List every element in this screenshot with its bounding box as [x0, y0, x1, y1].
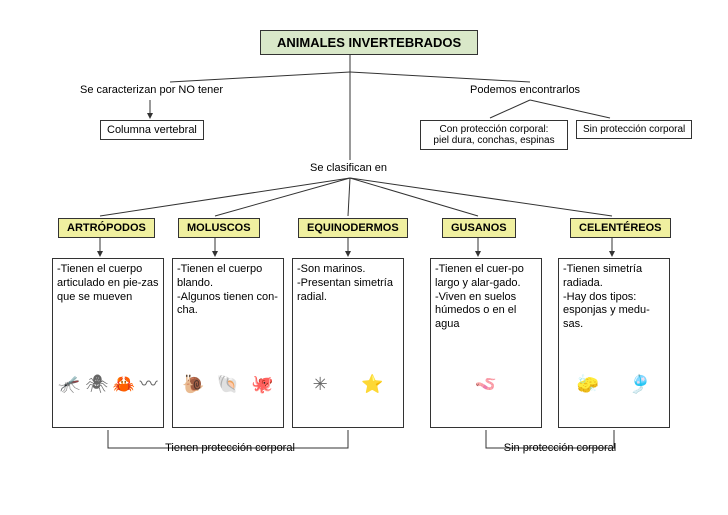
detail-text: -Tienen el cuer-po largo y alar-gado. -V… [435, 263, 537, 341]
icon-row: ✳ ⭐ [297, 341, 399, 427]
detail-text: -Tienen el cuerpo blando. -Algunos tiene… [177, 263, 279, 341]
category-moluscos: MOLUSCOS [178, 218, 260, 238]
detail-celentereos: -Tienen simetría radiada. -Hay dos tipos… [558, 258, 670, 428]
detail-gusanos: -Tienen el cuer-po largo y alar-gado. -V… [430, 258, 542, 428]
spider-icon: 🕷 [85, 373, 108, 396]
icon-row: 🪱 [435, 341, 537, 427]
snail-icon: 🐌 [182, 373, 204, 396]
category-celentereos: CELENTÉREOS [570, 218, 671, 238]
con-proteccion-box: Con protección corporal: piel dura, conc… [420, 120, 568, 150]
detail-text: -Son marinos. -Presentan simetría radial… [297, 263, 399, 341]
category-equinodermos: EQUINODERMOS [298, 218, 408, 238]
branch-left-label: Se caracterizan por NO tener [80, 84, 223, 96]
sin-proteccion-box: Sin protección corporal [576, 120, 692, 139]
detail-text: -Tienen simetría radiada. -Hay dos tipos… [563, 263, 665, 341]
mosquito-icon: 🦟 [58, 373, 80, 396]
icon-row: 🧽 🎐 [563, 341, 665, 427]
mussel-icon: 🐚 [217, 373, 239, 396]
se-clasifican-label: Se clasifican en [310, 162, 387, 174]
jellyfish-icon: 🎐 [629, 373, 651, 396]
urchin-icon: ✳ [313, 373, 328, 396]
detail-equinodermos: -Son marinos. -Presentan simetría radial… [292, 258, 404, 428]
worm-icon: 🪱 [475, 373, 497, 396]
columna-vertebral-box: Columna vertebral [100, 120, 204, 140]
crab-icon: 🦀 [113, 373, 135, 396]
sponge-icon: 🧽 [577, 373, 599, 396]
centipede-icon: 〰 [140, 373, 158, 396]
detail-artropodos: -Tienen el cuerpo articulado en pie-zas … [52, 258, 164, 428]
icon-row: 🐌 🐚 🐙 [177, 341, 279, 427]
octopus-icon: 🐙 [251, 373, 273, 396]
category-gusanos: GUSANOS [442, 218, 516, 238]
group-left-label: Tienen protección corporal [150, 442, 310, 454]
title-box: ANIMALES INVERTEBRADOS [260, 30, 478, 55]
branch-right-label: Podemos encontrarlos [470, 84, 580, 96]
group-right-label: Sin protección corporal [490, 442, 630, 454]
starfish-icon: ⭐ [361, 373, 383, 396]
detail-moluscos: -Tienen el cuerpo blando. -Algunos tiene… [172, 258, 284, 428]
icon-row: 🦟 🕷 🦀 〰 [57, 341, 159, 427]
detail-text: -Tienen el cuerpo articulado en pie-zas … [57, 263, 159, 341]
category-artropodos: ARTRÓPODOS [58, 218, 155, 238]
